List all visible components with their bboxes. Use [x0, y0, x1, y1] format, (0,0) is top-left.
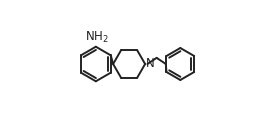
Text: N: N	[146, 57, 155, 70]
Text: NH$_2$: NH$_2$	[85, 30, 109, 45]
